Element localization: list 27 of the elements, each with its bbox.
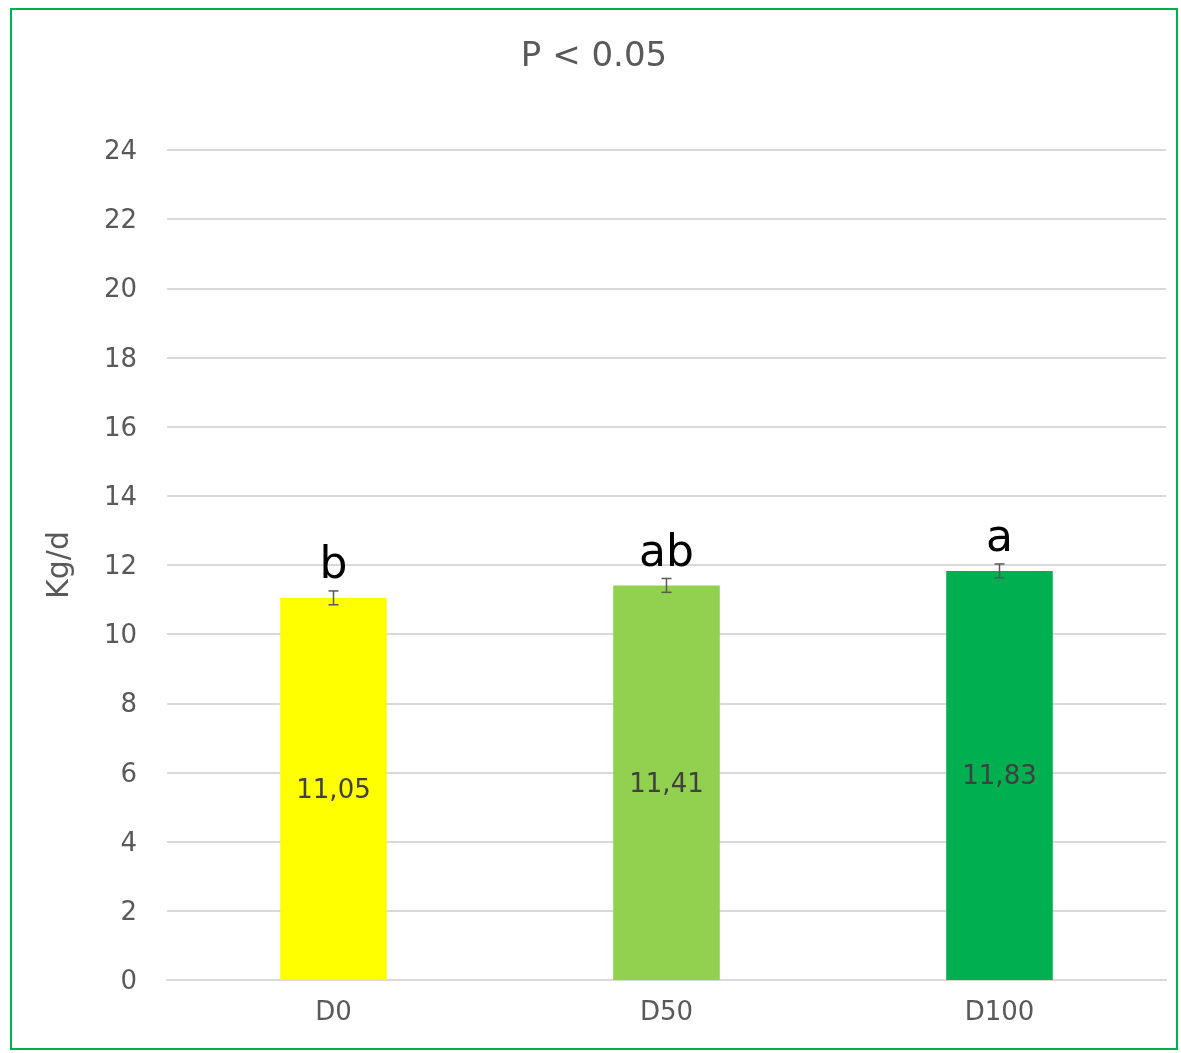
y-tick-label: 12 bbox=[103, 550, 137, 580]
data-label: 11,41 bbox=[629, 767, 704, 798]
annotation: ab bbox=[639, 524, 694, 576]
x-tick-label: D100 bbox=[964, 996, 1035, 1026]
y-tick-label: 16 bbox=[103, 411, 137, 442]
bar bbox=[280, 597, 387, 980]
bar bbox=[613, 585, 720, 980]
bar bbox=[946, 570, 1053, 980]
y-axis-title: Kg/d bbox=[39, 531, 75, 599]
x-tick-label: D0 bbox=[315, 996, 352, 1026]
data-label: 11,05 bbox=[296, 773, 371, 804]
data-label: 11,83 bbox=[962, 760, 1037, 791]
y-tick-label: 0 bbox=[120, 965, 137, 995]
annotation: b bbox=[319, 537, 348, 589]
x-tick-label: D50 bbox=[639, 996, 694, 1026]
chart-title: P < 0.05 bbox=[520, 34, 668, 74]
y-tick-label: 20 bbox=[103, 273, 137, 304]
y-tick-label: 6 bbox=[120, 757, 137, 788]
y-tick-label: 2 bbox=[120, 895, 137, 926]
annotation: a bbox=[986, 510, 1013, 562]
y-tick-label: 8 bbox=[120, 688, 137, 719]
y-tick-label: 10 bbox=[103, 619, 137, 650]
y-tick-label: 18 bbox=[103, 342, 137, 373]
y-tick-label: 4 bbox=[120, 826, 137, 857]
y-tick-label: 22 bbox=[103, 204, 137, 235]
y-tick-label: 14 bbox=[103, 480, 137, 511]
y-tick-label: 24 bbox=[103, 135, 137, 165]
